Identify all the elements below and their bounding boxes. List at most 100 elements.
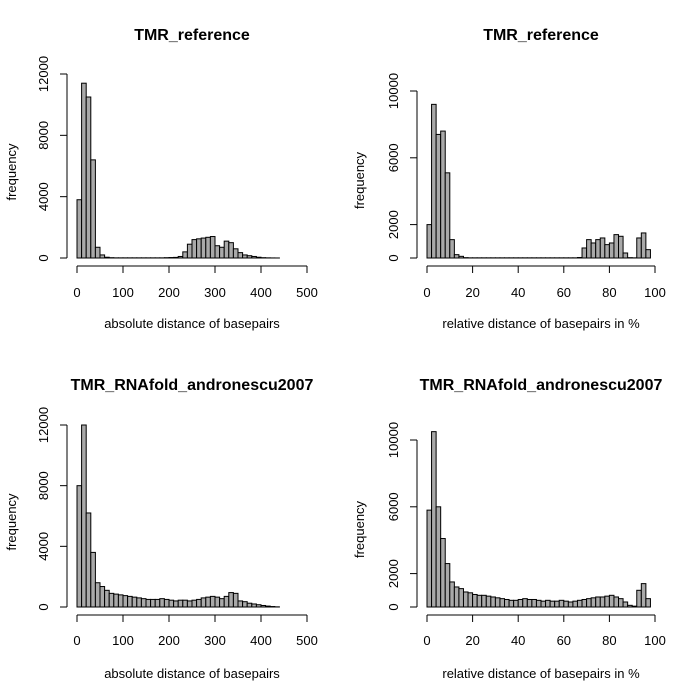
histogram-bar [255,604,262,608]
histogram-bar [613,234,620,259]
y-tick-label: 0 [36,254,51,261]
histogram-bar [545,599,551,608]
histogram-bar [581,598,588,608]
histogram-bar [431,431,437,608]
histogram-bar [554,600,560,608]
histogram-bar [431,103,437,259]
histogram-bar [563,600,569,608]
histogram-bar [645,598,651,608]
panel-top-right: TMR_reference 0 20 40 60 80 100 0 2000 6000 10000 r… [352,27,666,331]
histogram-bar [131,596,138,608]
x-tick-label: 60 [557,633,571,648]
x-tick-label: 500 [296,633,318,648]
histogram-bar [251,603,257,608]
histogram-bar [127,595,133,608]
histogram-bar [522,598,528,608]
x-tick-label: 60 [557,285,571,300]
histogram-bar [576,256,583,259]
histogram-bar [99,586,106,608]
y-tick-label: 0 [36,603,51,610]
histogram-bar [467,592,474,608]
histogram-bar [196,598,202,608]
histogram-bar [435,133,442,259]
y-tick-label: 12000 [36,407,51,443]
histogram-bar [205,596,211,608]
panel-top-left: TMR_reference 0 100 200 300 400 500 0 4000 8000 12… [4,27,318,331]
histogram-bar [136,597,142,608]
histogram-bar [440,538,446,608]
histogram-bar [622,252,629,259]
histogram-bar [622,601,629,608]
histogram-bar [237,600,244,608]
histogram-bar [223,595,230,608]
histogram-bar [242,254,248,259]
histogram-bar [246,255,253,259]
y-tick-label: 12000 [36,56,51,92]
x-tick-label: 100 [644,633,666,648]
histogram-bar [458,255,464,259]
histogram-bar [444,563,451,608]
histogram-bar [154,598,161,608]
histogram-bar [549,600,556,608]
y-tick-label: 6000 [386,143,401,172]
x-tick-label: 0 [423,633,430,648]
histogram-bar [122,595,129,608]
y-tick-label: 4000 [36,532,51,561]
x-tick-label: 100 [644,285,666,300]
histogram-bar [526,598,533,608]
histogram-bar [150,598,156,608]
histogram-bar [205,236,211,259]
histogram-bar [228,592,234,608]
y-tick-label: 10000 [386,422,401,458]
histogram-bar [108,592,115,608]
histogram-bar [76,485,83,608]
x-tick-label: 300 [204,633,226,648]
x-tick-label: 500 [296,285,318,300]
histogram-bar [449,239,455,259]
histogram-bar [435,506,442,608]
x-tick-label: 20 [465,633,479,648]
histogram-bar [640,583,647,608]
histogram-bar [260,604,267,608]
histogram-bar [618,235,624,259]
histogram-bar [508,599,515,608]
histogram-bar [476,594,483,608]
histogram-bar [504,598,510,608]
histogram-bar [599,596,606,608]
histogram-bar [85,96,92,259]
histogram-bar [595,239,601,259]
histogram-bar [444,172,451,259]
histogram-bar [581,247,588,259]
y-axis-label: frequency [352,151,367,209]
histogram-bar [159,598,165,608]
histogram-bar [237,252,244,259]
chart-title: TMR_RNAfold_andronescu2007 [71,377,314,394]
chart-title: TMR_RNAfold_andronescu2007 [420,377,663,394]
histogram-bar [177,599,184,608]
x-tick-label: 0 [73,633,80,648]
histogram-bar [196,238,202,259]
histogram-bar [177,255,184,259]
histogram-bar [494,597,501,608]
histogram-bar [85,512,92,608]
x-tick-label: 300 [204,285,226,300]
histogram-bar [613,596,620,608]
x-tick-label: 100 [112,633,134,648]
x-axis-label: absolute distance of basepairs [104,666,280,681]
histogram-bar [599,237,606,259]
histogram-bar [576,599,583,608]
histogram-bar [586,598,592,608]
histogram-bar [426,509,433,608]
y-tick-label: 2000 [386,210,401,239]
histogram-bar [535,599,542,608]
y-axis-label: frequency [4,493,19,551]
y-tick-label: 0 [386,254,401,261]
histogram-bar [191,599,198,608]
chart-title: TMR_reference [134,27,250,44]
histogram-bar [173,600,179,608]
histogram-bar [540,600,547,608]
histogram-bar [640,232,647,259]
histogram-bar [94,582,101,608]
panel-bottom-right: TMR_RNAfold_andronescu2007 0 20 40 60 80 100 0 2… [352,377,666,681]
histogram-bar [200,597,207,608]
